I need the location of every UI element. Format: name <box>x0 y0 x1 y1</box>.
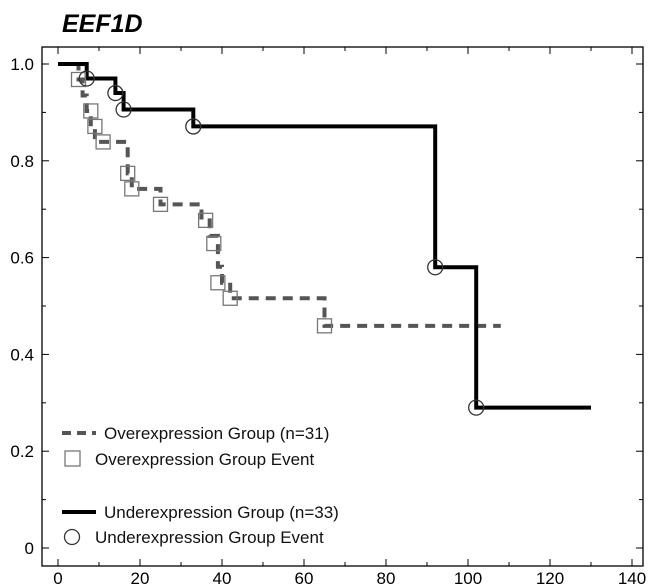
legend-overexpression-label: Overexpression Group (n=31) <box>104 424 329 443</box>
y-tick-label: 0.8 <box>10 152 34 171</box>
overexpression-event-marker <box>210 275 226 291</box>
overexpression-event-marker <box>197 212 214 228</box>
y-tick-label: 0.6 <box>10 249 34 268</box>
underexpression-event-marker <box>78 70 95 87</box>
legend-underexpression-event-label: Underexpression Group Event <box>95 528 324 547</box>
x-tick-label: 100 <box>454 569 482 588</box>
overexpression-event-marker <box>206 235 222 252</box>
underexpression-event-marker <box>185 118 202 135</box>
y-tick-label: 0 <box>25 539 34 558</box>
x-tick-label: 0 <box>53 569 62 588</box>
x-tick-label: 60 <box>295 569 314 588</box>
underexpression-event-marker <box>115 101 132 118</box>
underexpression-curve <box>58 62 591 410</box>
x-tick-label: 20 <box>131 569 150 588</box>
underexpression-event-marker <box>107 84 124 102</box>
x-tick-label: 140 <box>618 569 646 588</box>
x-tick-label: 40 <box>213 569 232 588</box>
legend-square-marker <box>64 450 81 467</box>
overexpression-event-marker <box>83 103 99 119</box>
y-tick-label: 0.4 <box>10 345 34 364</box>
overexpression-curve <box>58 62 501 328</box>
legend-underexpression-label: Underexpression Group (n=33) <box>104 503 339 522</box>
legend-overexpression-event-label: Overexpression Group Event <box>95 450 314 469</box>
overexpression-event-marker <box>95 134 111 150</box>
overexpression-event-marker <box>87 118 103 135</box>
underexpression-event-marker <box>468 399 485 416</box>
x-tick-label: 120 <box>536 569 564 588</box>
overexpression-event-marker <box>222 290 238 306</box>
overexpression-event-marker <box>124 181 140 197</box>
overexpression-event-marker <box>70 71 87 88</box>
y-tick-label: 0.2 <box>10 442 34 461</box>
underexpression-event-marker <box>427 259 444 276</box>
x-tick-label: 80 <box>377 569 396 588</box>
overexpression-event-marker <box>316 318 333 334</box>
overexpression-event-marker <box>152 196 169 213</box>
y-tick-label: 1.0 <box>10 55 34 74</box>
legend-circle-marker <box>63 528 81 546</box>
overexpression-event-marker <box>120 165 136 182</box>
chart-title: EEF1D <box>62 10 143 38</box>
